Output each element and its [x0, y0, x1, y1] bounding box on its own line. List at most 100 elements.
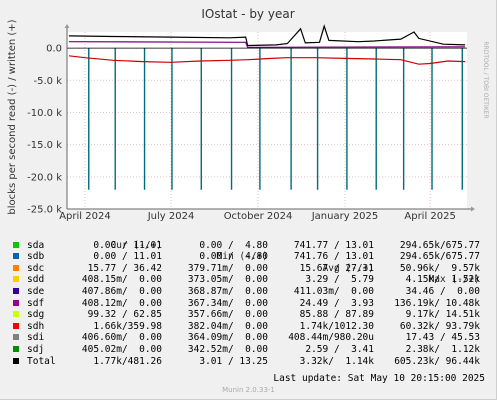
legend-avg: 408.44m/980.20u — [288, 332, 374, 344]
legend-name: sdh — [27, 320, 45, 332]
legend-min: 368.87m/ 0.00 — [187, 285, 268, 297]
x-tick-label: October 2024 — [224, 211, 293, 222]
legend-name: sdc — [27, 262, 45, 274]
x-tick-label: April 2024 — [59, 211, 110, 222]
y-tick-label: -10.0 k — [27, 108, 62, 119]
x-tick-label: July 2024 — [147, 211, 195, 222]
legend-min: 0.00 / 4.80 — [199, 239, 268, 251]
legend-avg: 411.03m/ 0.00 — [293, 285, 374, 297]
legend-name: Total — [27, 355, 56, 367]
legend-avg: 741.77 / 13.01 — [293, 239, 374, 251]
legend-swatch — [13, 357, 19, 364]
legend-cur: 1.77k/481.26 — [93, 355, 162, 367]
legend-avg: 15.67 / 27.31 — [299, 262, 374, 274]
legend-cur: 408.15m/ 0.00 — [81, 274, 162, 286]
last-update: Last update: Sat May 10 20:15:00 2025 — [273, 373, 485, 384]
legend-row-sdd: sdd 408.15m/ 0.00 373.05m/ 0.00 3.29 / 5.79… — [10, 274, 490, 286]
legend-cur: 405.02m/ 0.00 — [81, 343, 162, 355]
legend-cur: 406.60m/ 0.00 — [81, 332, 162, 344]
rrdtool-credit: RRDTOOL / TOBI OETIKER — [482, 41, 489, 118]
legend-row-sdc: sdc 15.77 / 36.42 379.71m/ 0.00 15.67 / 27.… — [10, 263, 490, 275]
legend-row-sdf: sdf 408.12m/ 0.00 367.34m/ 0.00 24.49 / 3.9… — [10, 298, 490, 310]
legend-name: sda — [27, 239, 45, 251]
legend-min: 364.09m/ 0.00 — [187, 332, 268, 344]
x-tick-label: January 2025 — [311, 211, 379, 222]
y-tick-label: -15.0 k — [27, 140, 62, 151]
chart-title: IOstat - by year — [201, 7, 294, 21]
legend-min: 373.05m/ 0.00 — [187, 274, 268, 286]
legend-avg: 741.76 / 13.01 — [293, 251, 374, 263]
legend-row-sdh: sdh 1.66k/359.98 382.04m/ 0.00 1.74k/1012.3… — [10, 321, 490, 333]
legend-avg: 85.88 / 87.89 — [299, 309, 374, 321]
legend-name: sdf — [27, 297, 45, 309]
legend-cur: 0.00 / 11.01 — [93, 251, 162, 263]
header-cur: Cur (-/+) — [110, 239, 162, 251]
legend-cur: 407.86m/ 0.00 — [81, 285, 162, 297]
y-axis-arrow — [64, 24, 70, 28]
y-tick-label: -20.0 k — [27, 172, 62, 183]
series-line — [68, 55, 466, 65]
legend-name: sdj — [27, 343, 45, 355]
legend-max: 136.19k/ 10.48k — [394, 297, 480, 309]
munin-version: Munin 2.0.33-1 — [222, 386, 275, 394]
legend-row-sda: sda 0.00 / 11.01 0.00 / 4.80 741.77 / 13.01… — [10, 240, 490, 252]
legend-row-sdi: sdi 406.60m/ 0.00 364.09m/ 0.00 408.44m/980… — [10, 332, 490, 344]
legend-rows: sda 0.00 / 11.01 0.00 / 4.80 741.77 / 13.01… — [10, 240, 490, 368]
legend-cur: 1.66k/359.98 — [93, 320, 162, 332]
y-tick-label: 0.0 — [46, 44, 62, 55]
legend-row-sdj: sdj 405.02m/ 0.00 342.52m/ 0.00 2.59 / 3.41… — [10, 344, 490, 356]
header-max: Max (-/+) — [428, 274, 480, 286]
y-tick-label: -25.0 k — [27, 205, 62, 216]
legend-header: Cur (-/+) Min (-/+) Avg (-/+) Max (-/+) — [10, 228, 490, 286]
legend-min: 357.66m/ 0.00 — [187, 309, 268, 321]
header-min: Min (-/+) — [216, 251, 268, 263]
legend-cur: 15.77 / 36.42 — [87, 262, 162, 274]
legend-row-sdg: sdg 99.32 / 62.85 357.66m/ 0.00 85.88 / 87.… — [10, 309, 490, 321]
legend-min: 342.52m/ 0.00 — [187, 343, 268, 355]
legend-swatch — [13, 345, 19, 352]
legend-table: Cur (-/+) Min (-/+) Avg (-/+) Max (-/+) … — [10, 228, 490, 367]
series-line — [68, 24, 466, 47]
x-tick-label: April 2025 — [404, 211, 455, 222]
legend-swatch — [13, 287, 19, 294]
legend-name: sde — [27, 285, 45, 297]
legend-avg: 2.59 / 3.41 — [305, 343, 374, 355]
legend-swatch — [13, 241, 19, 248]
legend-avg: 24.49 / 3.93 — [299, 297, 374, 309]
legend-max: 294.65k/675.77 — [399, 251, 480, 263]
legend-max: 4.15k/ 1.52k — [405, 274, 480, 286]
legend-swatch — [13, 299, 19, 306]
legend-min: 0.00 / 4.80 — [199, 251, 268, 263]
legend-max: 50.96k/ 9.57k — [399, 262, 480, 274]
legend-swatch — [13, 311, 19, 318]
series-line — [68, 41, 466, 49]
legend-max: 294.65k/675.77 — [399, 239, 480, 251]
legend-row-sde: sde 407.86m/ 0.00 368.87m/ 0.00 411.03m/ 0.… — [10, 286, 490, 298]
legend-avg: 3.32k/ 1.14k — [299, 355, 374, 367]
legend-max: 605.23k/ 96.44k — [394, 355, 480, 367]
legend-name: sdi — [27, 332, 45, 344]
legend-avg: 3.29 / 5.79 — [305, 274, 374, 286]
legend-name: sdd — [27, 274, 45, 286]
legend-cur: 408.12m/ 0.00 — [81, 297, 162, 309]
legend-swatch — [13, 334, 19, 341]
y-axis-label: blocks per second read (-) / written (+) — [7, 19, 18, 214]
chart-marks — [68, 24, 466, 190]
legend-max: 2.38k/ 1.12k — [405, 343, 480, 355]
legend-max: 60.32k/ 93.79k — [399, 320, 480, 332]
legend-min: 3.01 / 13.25 — [199, 355, 268, 367]
legend-cur: 99.32 / 62.85 — [87, 309, 162, 321]
legend-max: 9.17k/ 14.51k — [405, 309, 480, 321]
y-tick-label: -5.0 k — [34, 76, 63, 87]
legend-min: 382.04m/ 0.00 — [187, 320, 268, 332]
legend-name: sdg — [27, 309, 45, 321]
legend-row-total: Total 1.77k/481.26 3.01 / 13.25 3.32k/ 1.14… — [10, 356, 490, 368]
legend-swatch — [13, 253, 19, 260]
legend-swatch — [13, 276, 19, 283]
legend-cur: 0.00 / 11.01 — [93, 239, 162, 251]
legend-swatch — [13, 322, 19, 329]
axes: 0.0-5.0 k-10.0 k-15.0 k-20.0 k-25.0 kApr… — [27, 24, 475, 222]
legend-swatch — [13, 264, 19, 271]
legend-max: 17.43 / 45.53 — [405, 332, 480, 344]
